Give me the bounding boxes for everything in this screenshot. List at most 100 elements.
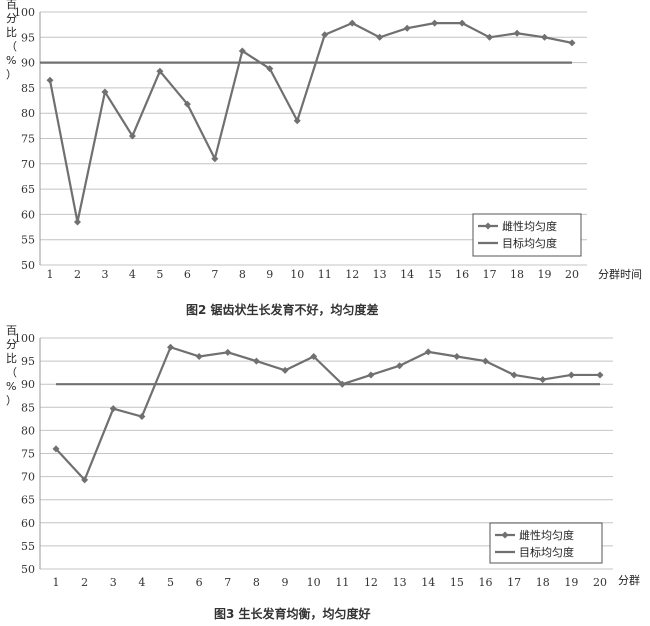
y-tick-label: 90 bbox=[21, 57, 35, 70]
data-point bbox=[481, 357, 489, 365]
data-point bbox=[156, 67, 164, 75]
y-tick-label: 65 bbox=[21, 183, 35, 196]
x-tick-label: 6 bbox=[196, 576, 203, 589]
x-tick-label: 17 bbox=[483, 268, 497, 281]
data-point bbox=[424, 348, 432, 356]
x-tick-label: 8 bbox=[253, 576, 260, 589]
y-axis-label-char: 比 bbox=[6, 26, 17, 39]
x-axis-label: 分群 bbox=[618, 573, 640, 587]
data-point bbox=[195, 352, 203, 360]
x-tick-label: 15 bbox=[428, 268, 442, 281]
x-tick-label: 4 bbox=[138, 576, 145, 589]
data-point bbox=[403, 24, 411, 32]
legend-label: 目标均匀度 bbox=[502, 236, 557, 250]
x-tick-label: 13 bbox=[373, 268, 387, 281]
x-tick-label: 19 bbox=[564, 576, 578, 589]
data-point bbox=[513, 29, 521, 37]
y-axis-label-char: （ bbox=[6, 366, 17, 379]
y-axis-label-char: 分 bbox=[6, 338, 17, 351]
data-point bbox=[453, 352, 461, 360]
x-tick-label: 3 bbox=[101, 268, 108, 281]
data-point bbox=[510, 371, 518, 379]
y-tick-label: 75 bbox=[21, 133, 35, 146]
data-point bbox=[252, 357, 260, 365]
x-tick-label: 9 bbox=[282, 576, 289, 589]
legend-box bbox=[489, 522, 603, 564]
x-tick-label: 18 bbox=[536, 576, 550, 589]
data-point bbox=[367, 371, 375, 379]
x-tick-label: 14 bbox=[400, 268, 414, 281]
y-tick-label: 85 bbox=[21, 82, 35, 95]
data-point bbox=[539, 376, 547, 384]
x-tick-label: 15 bbox=[450, 576, 464, 589]
legend-label: 雌性均匀度 bbox=[502, 219, 557, 233]
y-axis-label-char: （ bbox=[6, 40, 17, 53]
x-tick-label: 20 bbox=[565, 268, 579, 281]
legend-box bbox=[472, 213, 582, 257]
x-tick-label: 6 bbox=[184, 268, 191, 281]
y-tick-label: 55 bbox=[21, 540, 35, 553]
x-tick-label: 5 bbox=[156, 268, 163, 281]
data-point bbox=[167, 343, 175, 351]
data-point bbox=[46, 76, 54, 84]
data-point bbox=[486, 33, 494, 41]
x-tick-label: 4 bbox=[129, 268, 136, 281]
y-tick-label: 70 bbox=[21, 471, 35, 484]
y-axis-label-char: ） bbox=[6, 394, 17, 407]
y-tick-label: 50 bbox=[21, 259, 35, 272]
data-point bbox=[266, 65, 274, 73]
x-tick-label: 8 bbox=[239, 268, 246, 281]
data-point bbox=[281, 366, 289, 374]
y-axis-label-char: % bbox=[6, 54, 16, 67]
x-tick-label: 10 bbox=[307, 576, 321, 589]
x-tick-label: 20 bbox=[593, 576, 607, 589]
y-tick-label: 95 bbox=[21, 31, 35, 44]
x-tick-label: 14 bbox=[421, 576, 435, 589]
y-tick-label: 70 bbox=[21, 158, 35, 171]
data-point bbox=[293, 117, 301, 125]
data-point bbox=[348, 19, 356, 27]
x-axis-label: 分群时间 bbox=[598, 267, 642, 281]
data-point bbox=[73, 218, 81, 226]
x-tick-label: 1 bbox=[53, 576, 60, 589]
y-axis-label-char: 分 bbox=[6, 12, 17, 25]
figure-3-caption: 图3 生长发育均衡，均匀度好 bbox=[214, 606, 371, 621]
data-point bbox=[396, 362, 404, 370]
legend-marker bbox=[501, 531, 509, 539]
x-tick-label: 2 bbox=[81, 576, 88, 589]
x-tick-label: 7 bbox=[224, 576, 231, 589]
x-tick-label: 13 bbox=[393, 576, 407, 589]
y-axis-label-char: % bbox=[6, 380, 16, 393]
data-point bbox=[541, 33, 549, 41]
data-point bbox=[128, 132, 136, 140]
data-point bbox=[431, 19, 439, 27]
data-point bbox=[567, 371, 575, 379]
data-point bbox=[596, 371, 604, 379]
x-tick-label: 12 bbox=[345, 268, 359, 281]
data-point bbox=[238, 47, 246, 55]
x-tick-label: 3 bbox=[110, 576, 117, 589]
x-tick-label: 16 bbox=[455, 268, 469, 281]
x-tick-label: 11 bbox=[318, 268, 332, 281]
y-tick-label: 85 bbox=[21, 401, 35, 414]
x-tick-label: 19 bbox=[538, 268, 552, 281]
x-tick-label: 12 bbox=[364, 576, 378, 589]
data-point bbox=[458, 19, 466, 27]
y-tick-label: 80 bbox=[21, 107, 35, 120]
y-tick-label: 60 bbox=[21, 208, 35, 221]
data-point bbox=[568, 39, 576, 47]
data-point bbox=[211, 155, 219, 163]
y-tick-label: 60 bbox=[21, 517, 35, 530]
x-tick-label: 10 bbox=[290, 268, 304, 281]
y-tick-label: 55 bbox=[21, 234, 35, 247]
y-tick-label: 100 bbox=[14, 6, 35, 19]
y-axis-label: 百分比（%） bbox=[6, 324, 17, 407]
legend-marker bbox=[484, 222, 492, 230]
legend-label: 目标均匀度 bbox=[519, 545, 574, 559]
y-tick-label: 80 bbox=[21, 424, 35, 437]
data-point bbox=[183, 100, 191, 108]
